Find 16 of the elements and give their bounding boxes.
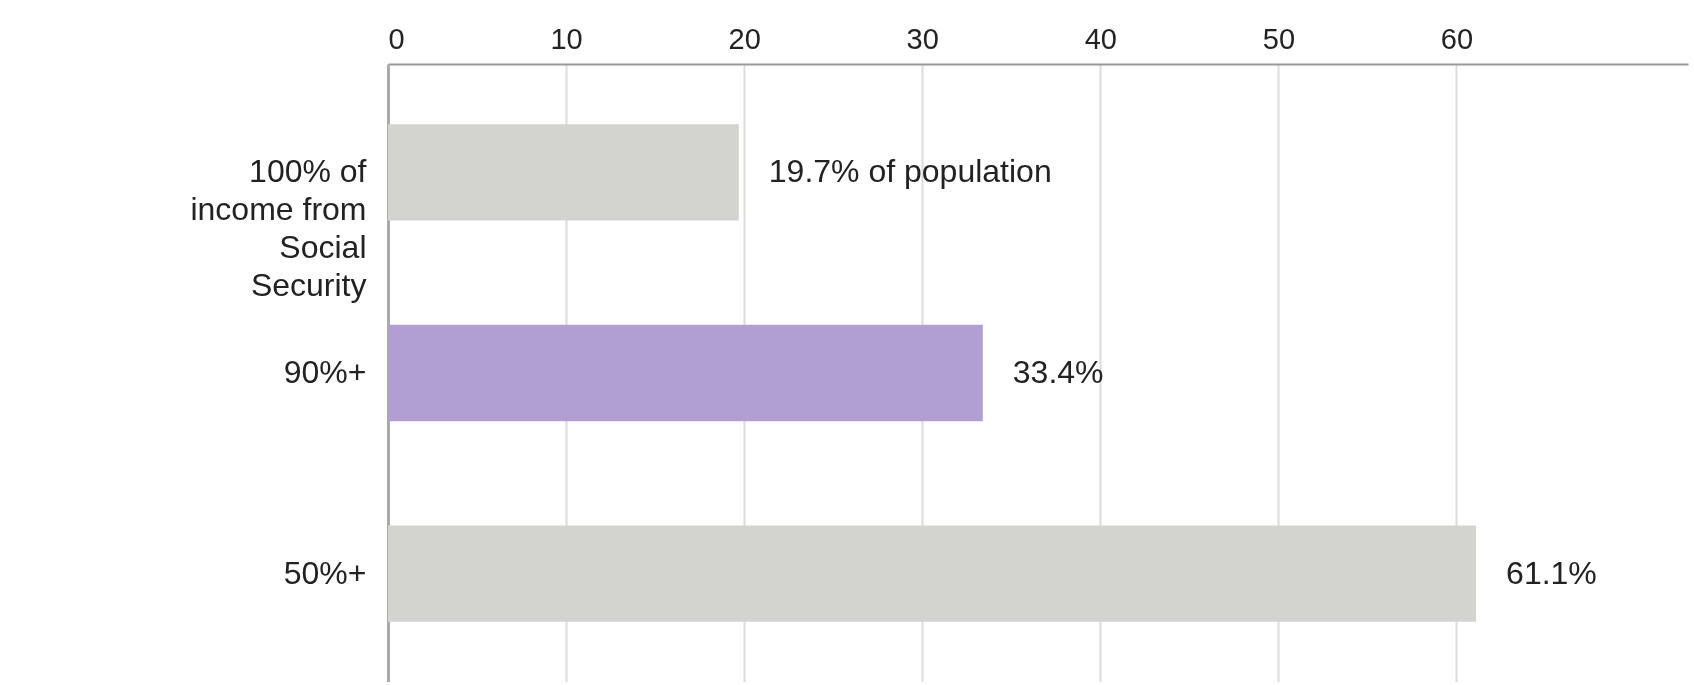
bar xyxy=(388,525,1477,622)
bar xyxy=(388,124,739,221)
x-tick-label: 10 xyxy=(550,22,583,55)
data-label: 33.4% xyxy=(1012,354,1104,390)
y-tick-label: 50%+ xyxy=(283,554,367,591)
x-tick-label: 20 xyxy=(728,22,761,55)
x-tick-label: 50 xyxy=(1262,22,1296,55)
x-tick-label: 60 xyxy=(1440,22,1474,55)
data-label: 61.1% xyxy=(1506,554,1597,591)
data-label: 19.7% of population xyxy=(768,153,1052,190)
bar xyxy=(388,324,983,422)
x-tick-label: 0 xyxy=(388,22,405,55)
y-tick-label: 100% of income from Social Security xyxy=(190,153,367,304)
x-tick-label: 30 xyxy=(906,22,939,55)
x-tick-label: 40 xyxy=(1084,22,1117,55)
y-tick-label: 90%+ xyxy=(283,354,367,390)
